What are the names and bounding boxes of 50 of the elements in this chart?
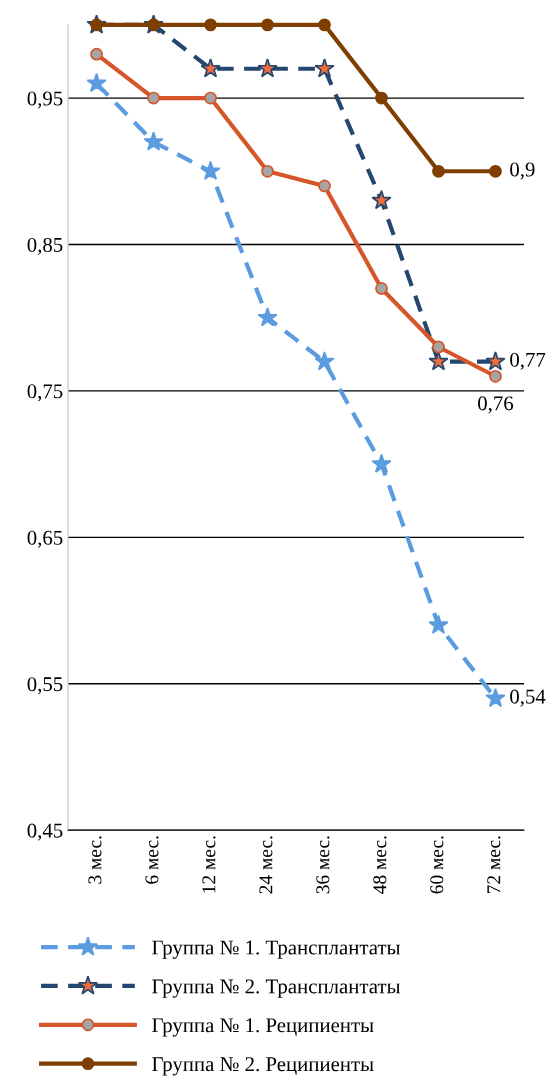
point [200, 160, 221, 180]
point [86, 72, 107, 93]
point [261, 164, 274, 178]
point [314, 351, 335, 371]
point [204, 91, 217, 105]
point [432, 340, 445, 354]
y-tick-label: 0,85 [27, 237, 63, 255]
x-tick-label: 72 мес. [487, 836, 501, 894]
data-label: 0,9 [510, 162, 535, 180]
point [371, 190, 392, 210]
point [489, 369, 502, 383]
legend-label: Группа № 1. Трансплантаты [152, 940, 401, 959]
y-tick-label: 0,75 [27, 384, 63, 402]
point [485, 687, 506, 708]
point [318, 179, 331, 193]
point [90, 47, 103, 61]
point [257, 307, 278, 327]
point [375, 91, 388, 105]
point [375, 282, 388, 295]
point [489, 164, 502, 178]
x-tick-label: 12 мес. [202, 836, 216, 893]
legend-label: Группа № 2. Реципиенты [152, 1057, 374, 1076]
data-label: 0,77 [510, 352, 546, 370]
point [261, 18, 274, 32]
point [371, 453, 392, 473]
point [147, 91, 160, 105]
y-tick-label: 0,95 [27, 91, 63, 109]
point [485, 351, 506, 371]
data-label: 0,76 [478, 396, 514, 414]
point [318, 18, 331, 32]
y-tick-label: 0,45 [27, 823, 63, 841]
data-label: 0,54 [510, 689, 546, 707]
x-tick-label: 6 мес. [145, 836, 159, 884]
point [200, 58, 221, 78]
point [257, 58, 278, 78]
point [432, 164, 445, 178]
x-tick-label: 60 мес. [430, 836, 444, 894]
legend-label: Группа № 2. Трансплантаты [152, 979, 401, 998]
point [204, 18, 217, 32]
x-tick-label: 36 мес. [316, 836, 330, 894]
legend-label: Группа № 1. Реципиенты [152, 1018, 374, 1037]
x-tick-label: 48 мес. [373, 836, 387, 894]
point [428, 614, 449, 634]
point [314, 58, 335, 78]
x-tick-label: 3 мес. [88, 836, 102, 884]
y-tick-label: 0,65 [27, 530, 63, 548]
y-tick-label: 0,55 [27, 677, 63, 695]
point [428, 351, 449, 371]
point [143, 131, 164, 151]
x-tick-label: 24 мес. [259, 836, 273, 894]
